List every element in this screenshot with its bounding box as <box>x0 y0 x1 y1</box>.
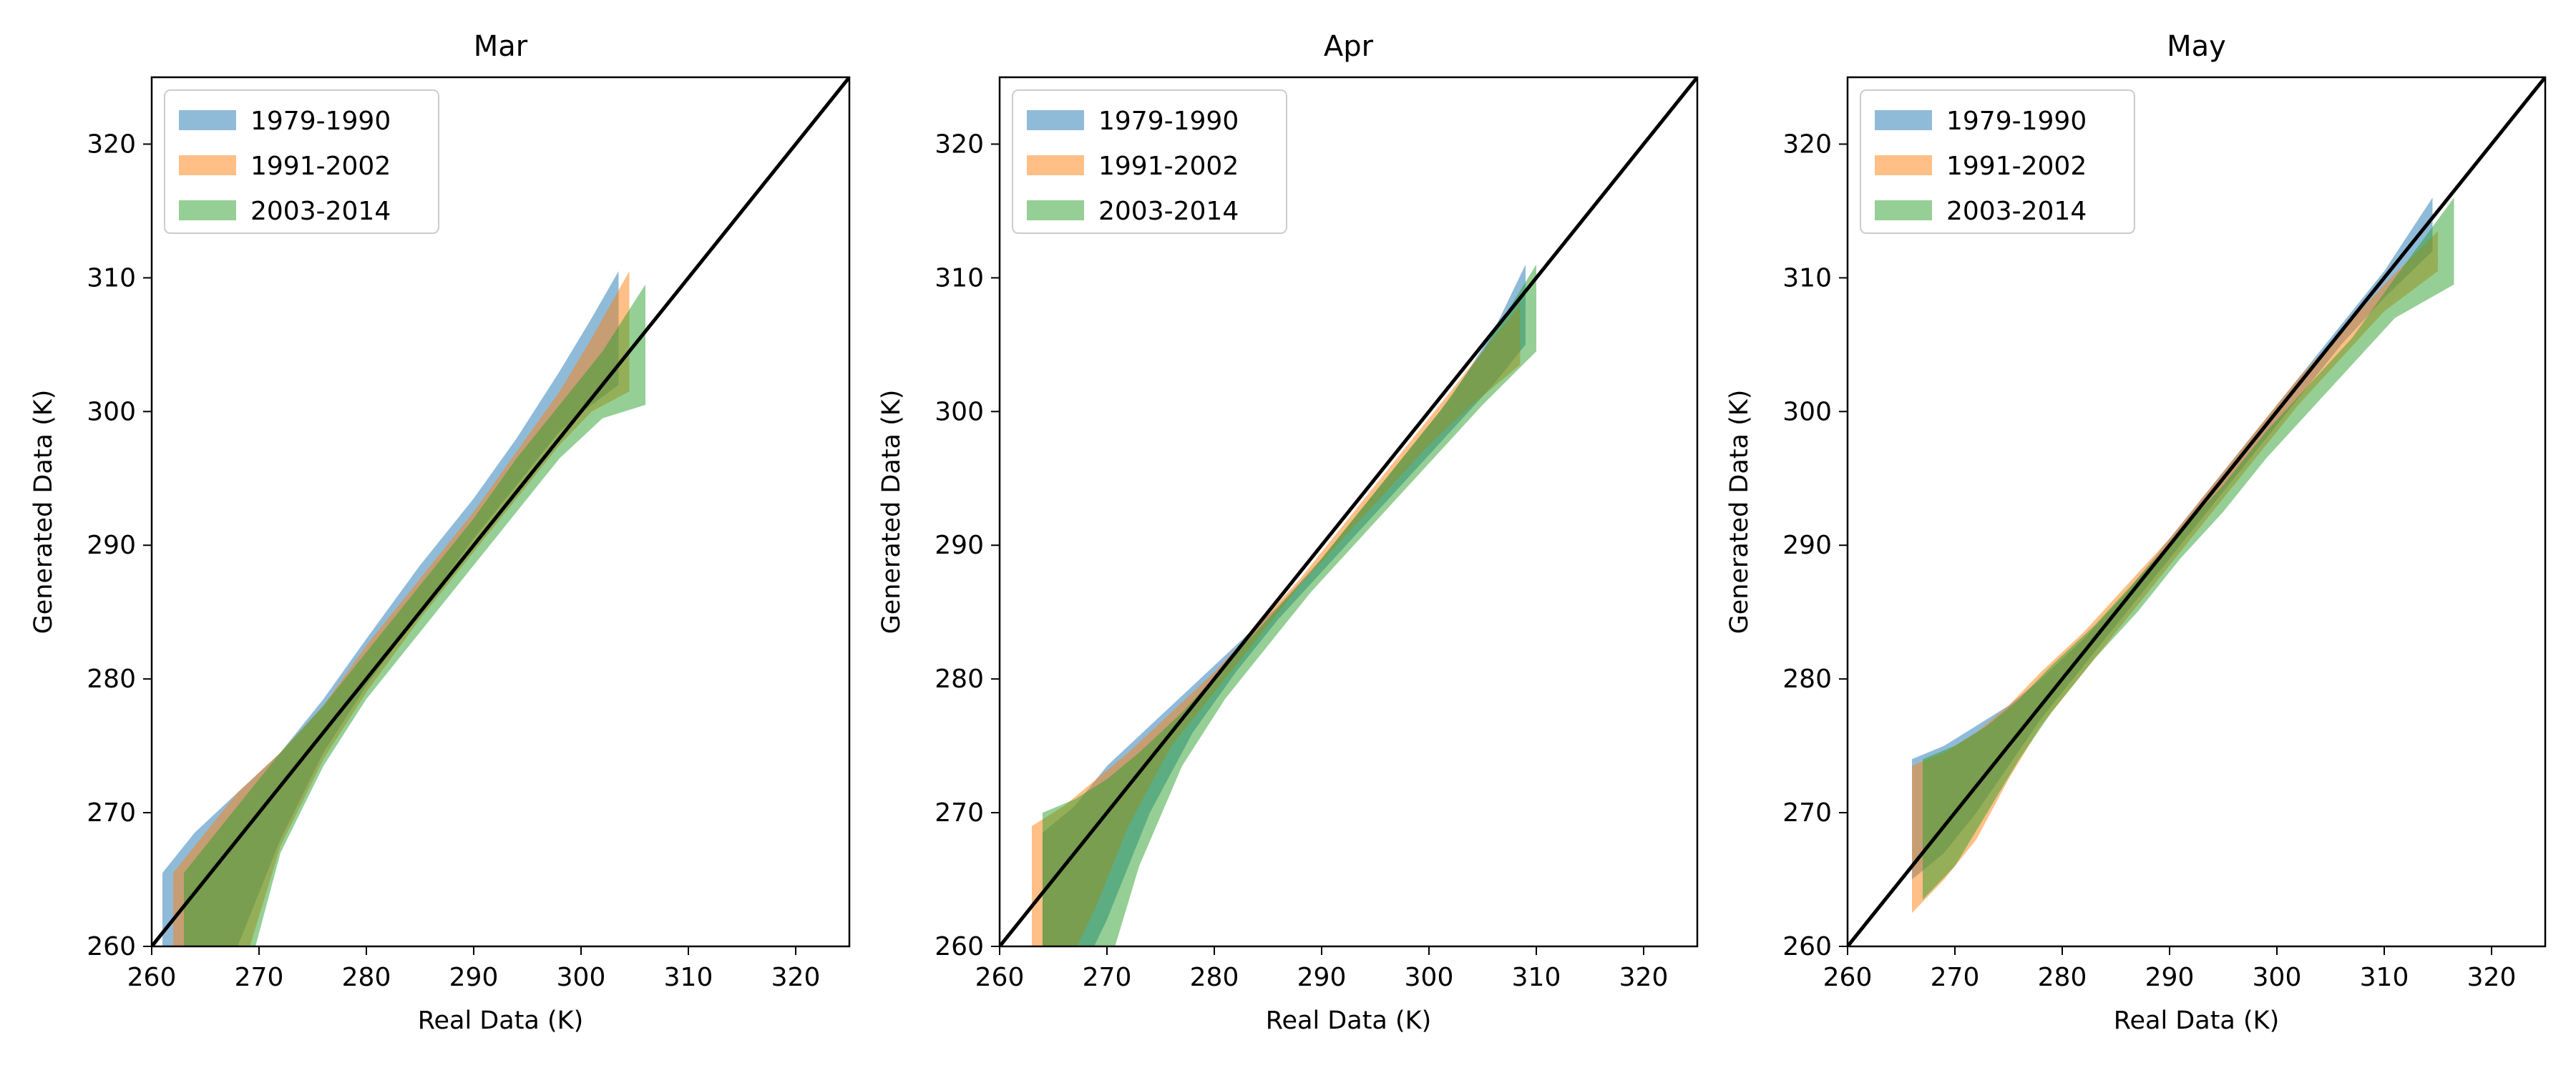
y-ticks-may: 260 270 280 290 300 310 320 <box>1782 129 1848 961</box>
y-tick-label: 280 <box>1782 665 1832 694</box>
y-tick-label: 270 <box>935 798 984 828</box>
y-tick-label: 310 <box>87 263 136 293</box>
legend-swatch-mar-2003-2014 <box>179 200 236 220</box>
y-tick-label: 300 <box>935 397 984 426</box>
x-tick-label: 310 <box>1512 963 1561 992</box>
y-tick-label: 310 <box>1782 263 1832 293</box>
legend-swatch-may-1979-1990 <box>1875 110 1932 130</box>
legend-swatch-mar-1991-2002 <box>179 155 236 175</box>
legend-swatch-mar-1979-1990 <box>179 110 236 130</box>
x-tick-label: 290 <box>449 963 499 992</box>
x-tick-label: 320 <box>771 963 821 992</box>
y-tick-label: 320 <box>1782 129 1832 159</box>
legend-label-mar-1991-2002: 1991-2002 <box>250 152 391 181</box>
legend-label-may-1991-2002: 1991-2002 <box>1946 152 2087 181</box>
legend-swatch-apr-2003-2014 <box>1027 200 1084 220</box>
y-tick-label: 270 <box>1782 798 1832 828</box>
y-tick-label: 310 <box>935 263 984 293</box>
y-tick-label: 290 <box>935 531 984 560</box>
x-tick-label: 270 <box>1083 963 1132 992</box>
legend-label-may-2003-2014: 2003-2014 <box>1946 197 2087 226</box>
x-tick-label: 290 <box>2145 963 2195 992</box>
y-tick-label: 280 <box>935 665 984 694</box>
x-tick-label: 290 <box>1297 963 1347 992</box>
panel-title-mar: Mar <box>474 30 528 63</box>
x-tick-label: 270 <box>1931 963 1980 992</box>
x-ticks-apr: 260 270 280 290 300 310 320 <box>975 946 1669 992</box>
legend-label-may-1979-1990: 1979-1990 <box>1946 107 2087 136</box>
y-tick-label: 270 <box>87 798 136 828</box>
y-tick-label: 290 <box>87 531 136 560</box>
y-tick-label: 300 <box>87 397 136 426</box>
legend-swatch-may-1991-2002 <box>1875 155 1932 175</box>
x-tick-label: 320 <box>1619 963 1669 992</box>
legend-swatch-may-2003-2014 <box>1875 200 1932 220</box>
plot-area-may <box>1848 77 2545 946</box>
x-axis-label-may: Real Data (K) <box>2114 1006 2280 1035</box>
plot-area-mar <box>152 77 849 946</box>
y-tick-label: 260 <box>1782 932 1832 961</box>
panel-mar: 260 270 280 290 300 310 320 260 270 280 290 300 310… <box>29 30 851 1035</box>
x-tick-label: 280 <box>342 963 391 992</box>
legend-label-apr-1979-1990: 1979-1990 <box>1098 107 1239 136</box>
x-tick-label: 300 <box>557 963 606 992</box>
x-axis-label-mar: Real Data (K) <box>418 1006 584 1035</box>
x-tick-label: 310 <box>664 963 713 992</box>
y-tick-label: 260 <box>935 932 984 961</box>
panel-title-may: May <box>2167 30 2226 63</box>
band-may-2003-2014 <box>1923 197 2454 900</box>
x-ticks-may: 260 270 280 290 300 310 320 <box>1823 946 2517 992</box>
y-axis-label-mar: Generated Data (K) <box>29 390 58 635</box>
x-tick-label: 280 <box>1190 963 1239 992</box>
reference-line-mar <box>152 77 849 946</box>
y-tick-label: 300 <box>1782 397 1832 426</box>
axes-frame-mar <box>150 76 851 948</box>
y-ticks-mar: 260 270 280 290 300 310 320 <box>87 129 152 961</box>
x-tick-label: 300 <box>2253 963 2302 992</box>
y-tick-label: 290 <box>1782 531 1832 560</box>
y-tick-label: 280 <box>87 665 136 694</box>
band-apr-2003-2014 <box>1043 264 1536 946</box>
legend-may: 1979-1990 1991-2002 2003-2014 <box>1860 89 2135 234</box>
panel-title-apr: Apr <box>1324 30 1374 63</box>
legend-swatch-apr-1979-1990 <box>1027 110 1084 130</box>
y-tick-label: 260 <box>87 932 136 961</box>
y-axis-label-may: Generated Data (K) <box>1725 390 1754 635</box>
reference-line-apr <box>1000 77 1697 946</box>
x-tick-label: 300 <box>1405 963 1454 992</box>
reference-line-may <box>1848 77 2545 946</box>
legend-label-mar-1979-1990: 1979-1990 <box>250 107 391 136</box>
plot-area-apr <box>1000 77 1697 946</box>
axes-frame-may <box>1846 76 2547 948</box>
panel-apr: 260 270 280 290 300 310 320 260 270 280 290 300 310… <box>877 30 1699 1035</box>
legend-label-apr-2003-2014: 2003-2014 <box>1098 197 1239 226</box>
x-ticks-mar: 260 270 280 290 300 310 320 <box>127 946 821 992</box>
panel-may: 260 270 280 290 300 310 320 260 270 280 290 300 310… <box>1725 30 2547 1035</box>
y-axis-label-apr: Generated Data (K) <box>877 390 906 635</box>
x-tick-label: 320 <box>2467 963 2517 992</box>
legend-mar: 1979-1990 1991-2002 2003-2014 <box>164 89 439 234</box>
y-tick-label: 320 <box>87 129 136 159</box>
x-tick-label: 260 <box>975 963 1025 992</box>
x-tick-label: 310 <box>2360 963 2409 992</box>
x-axis-label-apr: Real Data (K) <box>1266 1006 1432 1035</box>
legend-label-apr-1991-2002: 1991-2002 <box>1098 152 1239 181</box>
legend-apr: 1979-1990 1991-2002 2003-2014 <box>1012 89 1287 234</box>
legend-label-mar-2003-2014: 2003-2014 <box>250 197 391 226</box>
y-tick-label: 320 <box>935 129 984 159</box>
x-tick-label: 260 <box>127 963 177 992</box>
axes-frame-apr <box>998 76 1699 948</box>
y-ticks-apr: 260 270 280 290 300 310 320 <box>935 129 1000 961</box>
x-tick-label: 270 <box>235 963 284 992</box>
x-tick-label: 280 <box>2038 963 2087 992</box>
band-mar-2003-2014 <box>184 284 645 946</box>
x-tick-label: 260 <box>1823 963 1873 992</box>
legend-swatch-apr-1991-2002 <box>1027 155 1084 175</box>
